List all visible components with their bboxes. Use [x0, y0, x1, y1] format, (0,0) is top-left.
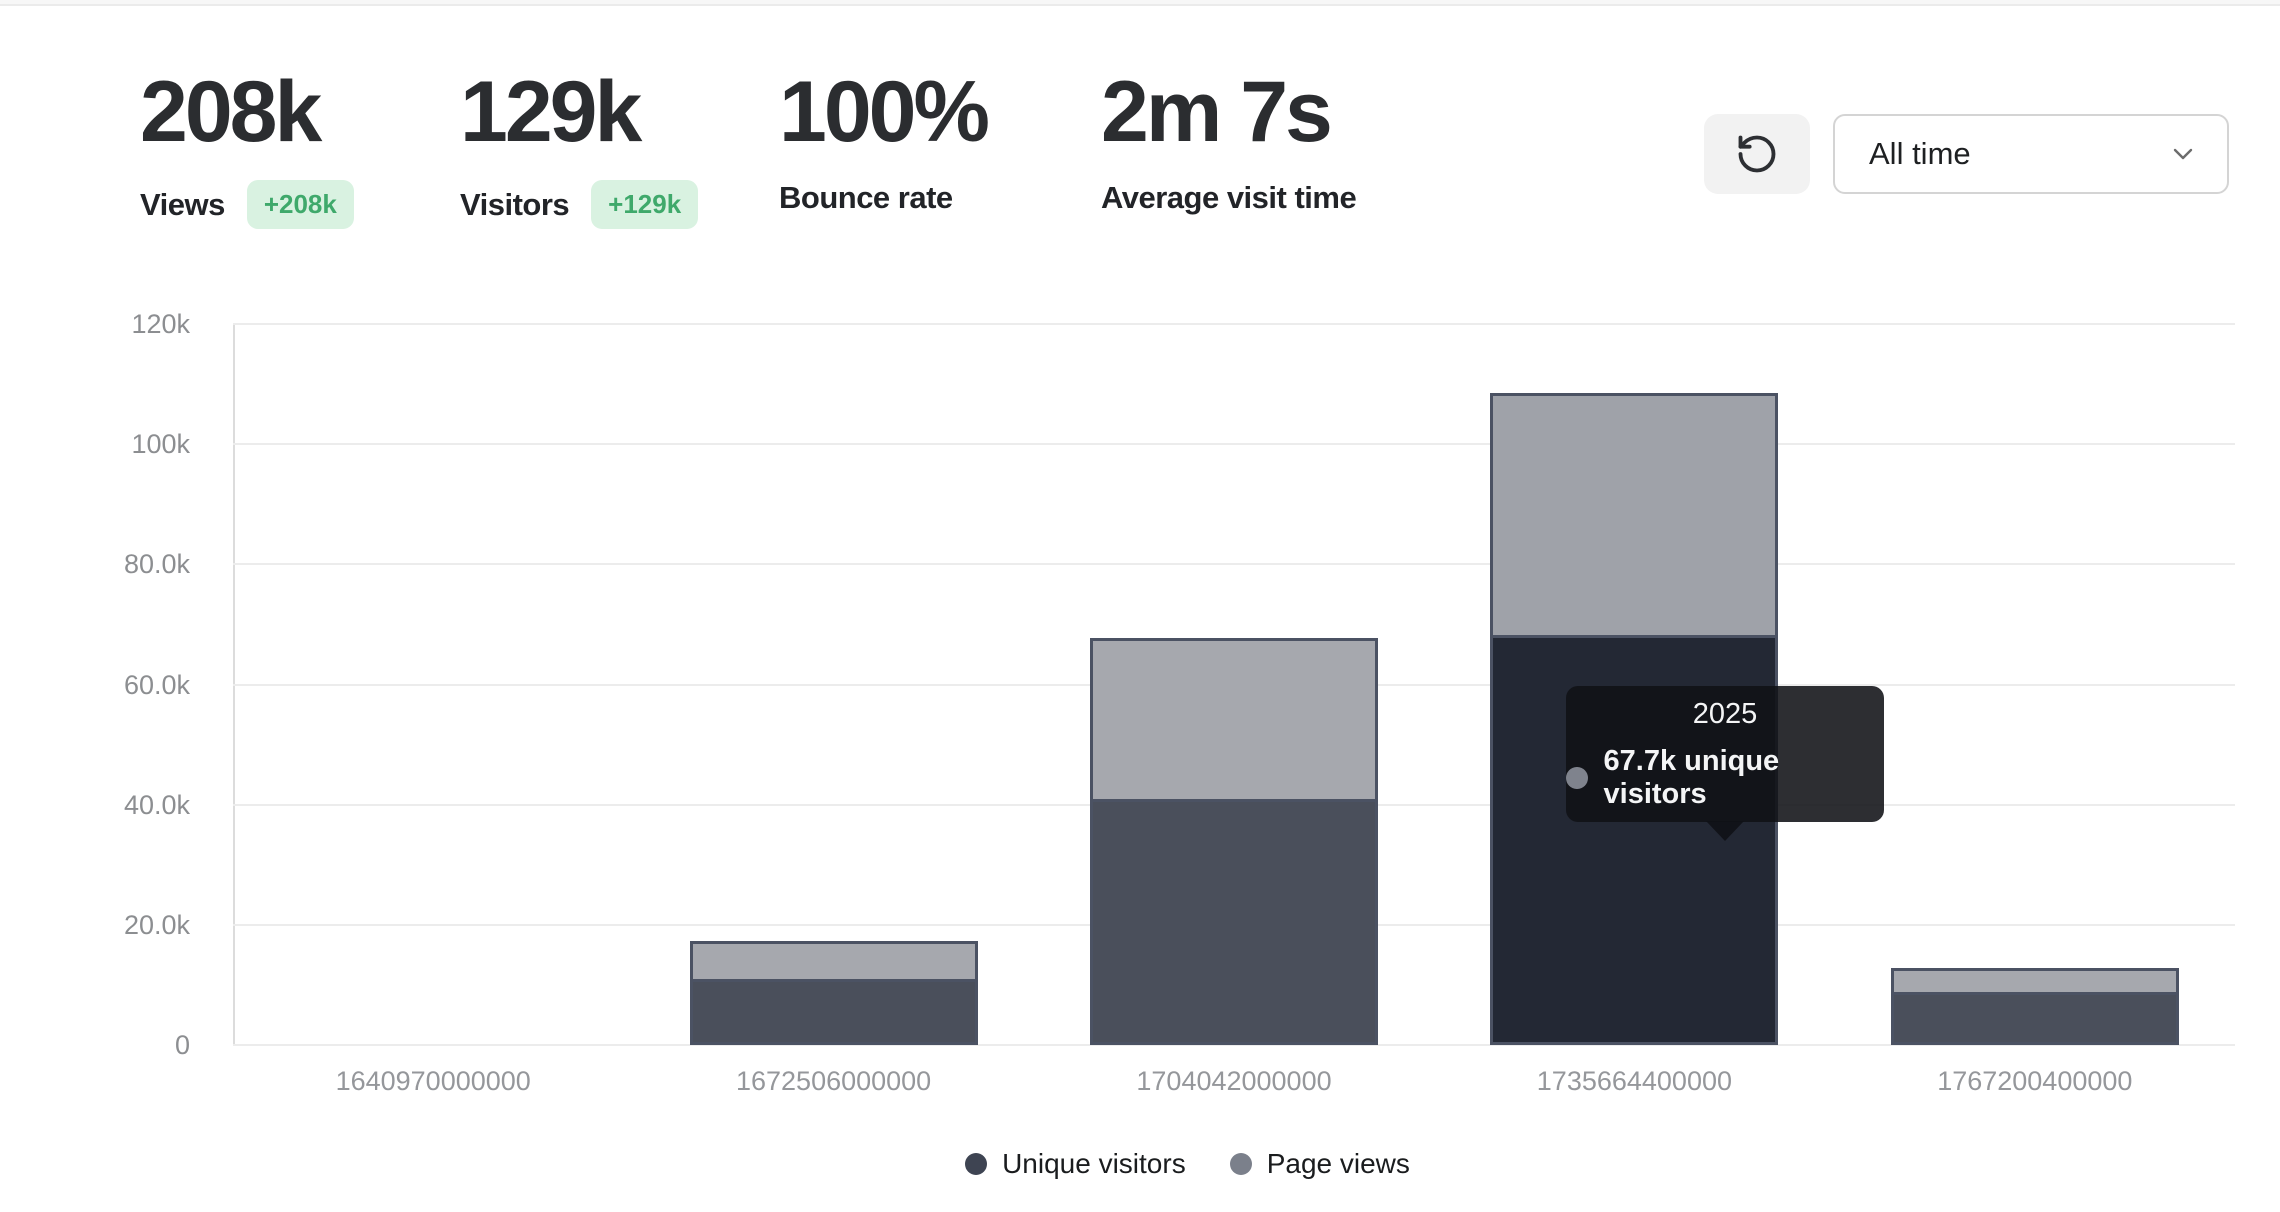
y-tick-label: 80.0k — [123, 549, 190, 580]
visitors-change-badge: +129k — [591, 180, 699, 229]
bar-segment-page-views[interactable] — [1490, 392, 1779, 639]
stat-visitors: 129k Visitors +129k — [460, 64, 699, 229]
bar-segment-page-views[interactable] — [1890, 967, 2179, 996]
chart-plot-area: 2025 67.7k unique visitors — [233, 323, 2235, 1046]
gridline — [233, 443, 2235, 446]
bar-segment-unique-visitors[interactable] — [1890, 995, 2179, 1045]
tooltip-value: 67.7k unique visitors — [1603, 744, 1780, 810]
chevron-down-icon — [2167, 138, 2199, 170]
tooltip-series-dot — [1566, 766, 1588, 789]
y-tick-label: 20.0k — [123, 909, 190, 940]
average-visit-time-value: 2m 7s — [1101, 64, 1333, 160]
bar-segment-unique-visitors[interactable] — [1090, 801, 1378, 1045]
views-value: 208k — [140, 64, 322, 160]
y-tick-label: 0 — [174, 1030, 190, 1060]
stat-bounce-rate: 100% Bounce rate — [779, 64, 990, 216]
chart-bar-1767200400000[interactable] — [1890, 967, 2179, 1045]
rotate-ccw-icon — [1735, 132, 1779, 176]
stat-average-visit-time: 2m 7s Average visit time — [1101, 64, 1357, 216]
y-axis: 120k 100k 80.0k 60.0k 40.0k 20.0k 0 — [0, 309, 212, 1060]
chart-bar-1735664400000[interactable] — [1490, 392, 1779, 1045]
bar-segment-unique-visitors[interactable] — [689, 981, 978, 1045]
y-tick-label: 100k — [131, 429, 190, 460]
views-label: Views — [140, 186, 225, 222]
chart-legend: Unique visitors Page views — [140, 1148, 2235, 1180]
y-tick-label: 60.0k — [123, 669, 190, 700]
chart-bar-1672506000000[interactable] — [689, 941, 978, 1045]
bar-segment-page-views[interactable] — [1090, 638, 1378, 802]
x-axis: 1640970000000 1672506000000 1704042000000 1… — [233, 1066, 2235, 1106]
gridline — [233, 563, 2235, 566]
visitors-label: Visitors — [460, 186, 570, 222]
x-tick-label: 1672506000000 — [735, 1066, 932, 1096]
chart-tooltip: 2025 67.7k unique visitors — [1566, 686, 1884, 841]
x-tick-label: 1767200400000 — [1937, 1066, 2133, 1096]
refresh-button[interactable] — [1704, 114, 1810, 194]
average-visit-time-label: Average visit time — [1101, 180, 1357, 215]
stat-views: 208k Views +208k — [140, 66, 354, 229]
date-range-dropdown[interactable]: All time — [1833, 114, 2229, 194]
top-border — [0, 0, 2280, 6]
visitors-value: 129k — [460, 64, 642, 160]
x-tick-label: 1735664400000 — [1536, 1066, 1732, 1096]
unique-visitors-dot — [965, 1153, 988, 1175]
gridline — [233, 1044, 2235, 1046]
legend-item-unique-visitors[interactable]: Unique visitors — [965, 1148, 1186, 1180]
views-change-badge: +208k — [246, 180, 354, 229]
tooltip-title: 2025 — [1692, 697, 1758, 730]
legend-item-page-views[interactable]: Page views — [1229, 1148, 1410, 1180]
x-tick-label: 1640970000000 — [335, 1066, 531, 1096]
y-tick-label: 40.0k — [123, 789, 190, 820]
chart-bar-1704042000000[interactable] — [1090, 638, 1378, 1045]
x-tick-label: 1704042000000 — [1136, 1066, 1332, 1096]
page-views-dot — [1229, 1153, 1252, 1175]
bar-segment-page-views[interactable] — [689, 941, 978, 982]
date-range-value: All time — [1869, 136, 1971, 171]
y-tick-label: 120k — [131, 309, 190, 339]
bounce-rate-label: Bounce rate — [779, 180, 953, 215]
bounce-rate-value: 100% — [779, 64, 990, 160]
gridline — [233, 323, 2235, 325]
